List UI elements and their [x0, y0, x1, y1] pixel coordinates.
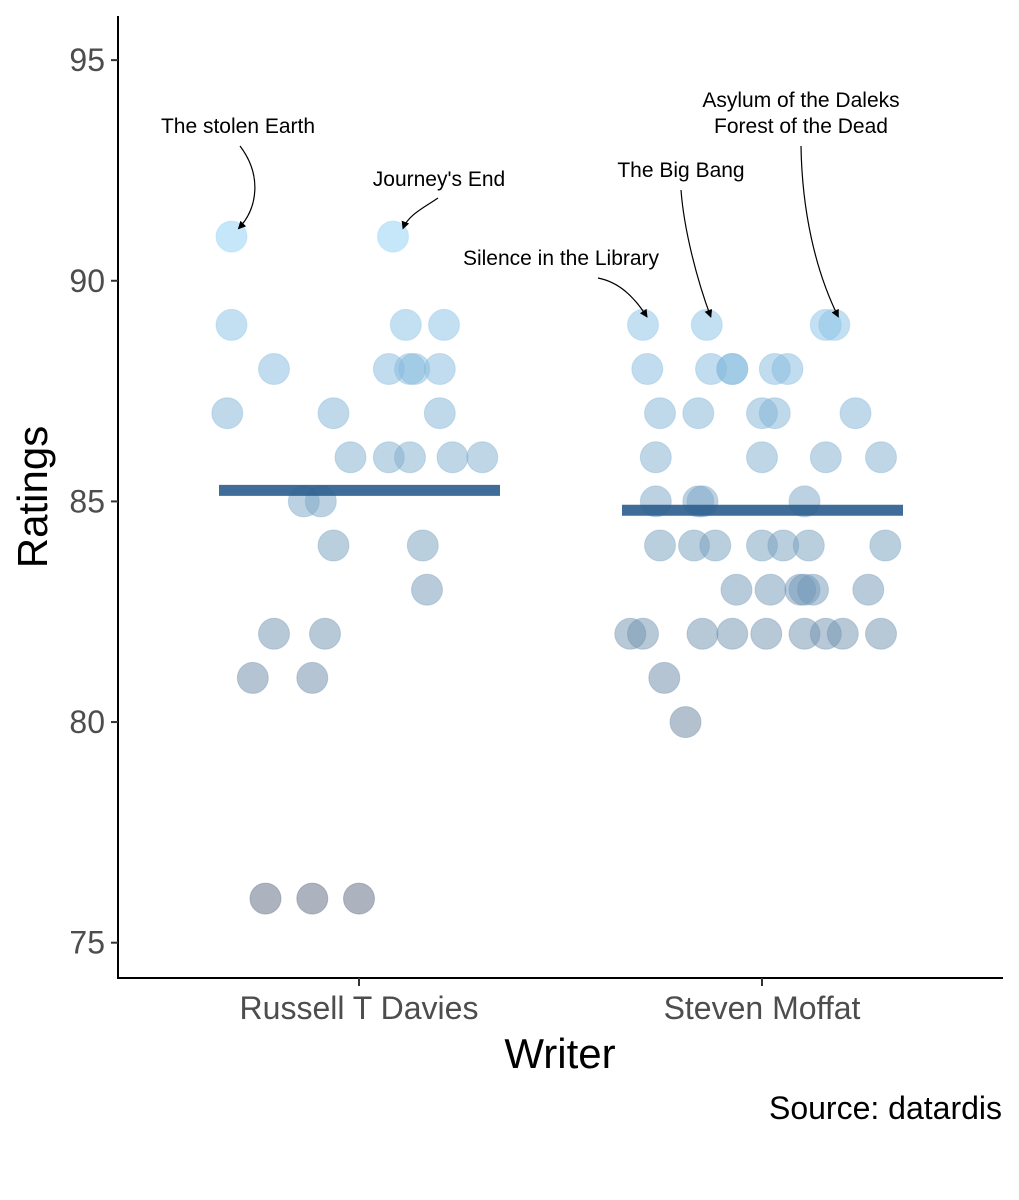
points-layer — [211, 220, 902, 915]
data-point — [644, 529, 676, 562]
data-point — [334, 441, 367, 474]
data-point — [343, 882, 375, 915]
data-point — [797, 573, 829, 606]
annotation-arrow — [597, 277, 648, 318]
annotation-arrow — [800, 145, 839, 318]
data-point — [411, 573, 443, 606]
data-point — [750, 617, 783, 650]
annotations-layer: The stolen Earth Journey's End Silence in … — [161, 89, 900, 318]
x-axis-title: Writer — [504, 1030, 615, 1077]
annotation: The stolen Earth — [161, 115, 315, 230]
annotation-label: The Big Bang — [617, 159, 744, 182]
annotation-label: The stolen Earth — [161, 115, 315, 138]
annotation-arrow — [680, 189, 713, 318]
x-tick-label: Steven Moffat — [664, 990, 861, 1026]
data-point — [406, 529, 439, 562]
data-point — [466, 441, 499, 474]
data-point — [296, 882, 329, 915]
data-point — [682, 397, 715, 430]
data-point — [627, 617, 659, 650]
y-ticks: 75 80 85 90 95 — [69, 42, 118, 961]
annotation: Journey's End — [373, 168, 505, 230]
data-point — [309, 617, 341, 650]
data-point — [669, 706, 702, 739]
annotation: Asylum of the Daleks Forest of the Dead — [702, 89, 900, 318]
data-point — [758, 397, 791, 430]
data-point — [423, 397, 456, 430]
data-point — [258, 353, 290, 385]
data-point — [818, 308, 851, 341]
data-point — [428, 308, 460, 341]
y-tick-label: 85 — [69, 483, 105, 519]
data-point — [792, 529, 825, 562]
data-point — [771, 353, 804, 385]
y-tick-label: 80 — [69, 704, 105, 740]
data-point — [249, 882, 282, 915]
annotation-label: Asylum of the Daleks Forest of the Dead — [702, 89, 899, 138]
annotation-arrow — [237, 145, 256, 230]
data-point — [215, 220, 248, 253]
axes-layer — [117, 16, 1003, 979]
data-point — [639, 441, 672, 474]
data-point — [826, 617, 859, 650]
data-point — [215, 308, 248, 341]
data-point — [436, 441, 469, 474]
data-point — [869, 529, 902, 562]
data-point — [377, 220, 409, 253]
data-point — [809, 441, 842, 474]
data-point — [839, 397, 872, 430]
data-point — [258, 617, 290, 650]
data-point — [716, 617, 749, 650]
data-point — [627, 308, 659, 341]
y-tick-label: 90 — [69, 263, 105, 299]
data-point — [720, 573, 753, 606]
data-point — [631, 353, 664, 385]
means-layer — [219, 484, 903, 516]
annotation: Silence in the Library — [463, 247, 660, 318]
data-point — [754, 573, 787, 606]
data-point — [211, 397, 244, 430]
annotation-label: Silence in the Library — [463, 247, 660, 270]
data-point — [317, 529, 350, 562]
source-caption: Source: datardis — [769, 1090, 1002, 1126]
data-point — [746, 441, 778, 474]
data-point — [852, 573, 885, 606]
data-point — [699, 529, 732, 562]
data-point — [690, 308, 723, 341]
data-point — [686, 617, 719, 650]
data-point — [394, 441, 426, 474]
data-point — [716, 353, 749, 385]
data-point — [865, 441, 897, 474]
data-point — [644, 397, 676, 430]
annotation: The Big Bang — [617, 159, 745, 318]
data-point — [317, 397, 350, 430]
data-point — [865, 617, 897, 650]
x-tick-label: Russell T Davies — [240, 990, 479, 1026]
data-point — [648, 661, 681, 694]
annotation-label: Journey's End — [373, 168, 505, 191]
data-point — [236, 661, 269, 694]
x-ticks: Russell T Davies Steven Moffat — [240, 978, 861, 1026]
data-point — [423, 353, 456, 385]
y-tick-label: 75 — [69, 925, 105, 961]
data-point — [389, 308, 422, 341]
y-axis-title: Ratings — [9, 426, 56, 568]
data-point — [296, 661, 329, 694]
annotation-arrow — [401, 197, 439, 230]
y-tick-label: 95 — [69, 42, 105, 78]
